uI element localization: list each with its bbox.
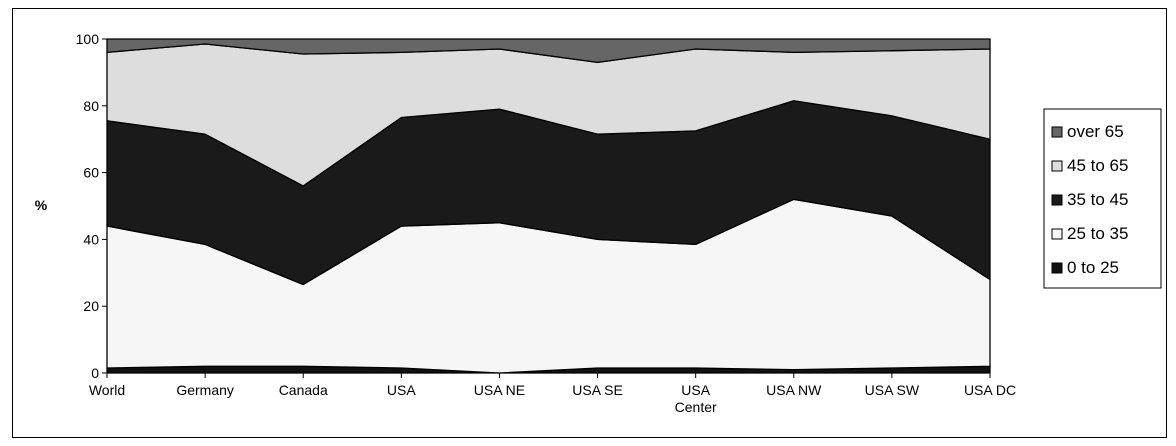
x-tick-label: USA DC bbox=[964, 382, 1016, 398]
area-series-4 bbox=[106, 38, 991, 64]
x-tick-label: USA bbox=[387, 382, 416, 398]
y-tick-label: 40 bbox=[83, 231, 99, 247]
legend-swatch bbox=[1051, 194, 1063, 206]
chart-frame: 0 20 40 60 80 100% World Germany Canada USA USA NE… bbox=[12, 8, 1167, 438]
y-tick-label: 80 bbox=[83, 98, 99, 114]
x-tick-label: World bbox=[89, 382, 125, 398]
legend-swatch bbox=[1051, 228, 1063, 240]
legend-swatch bbox=[1051, 262, 1063, 274]
x-tick-label: Germany bbox=[176, 382, 234, 398]
legend-box bbox=[1043, 108, 1162, 289]
legend-label: 35 to 45 bbox=[1067, 190, 1128, 209]
y-tick-label: 100 bbox=[76, 31, 100, 47]
legend-label: 0 to 25 bbox=[1067, 258, 1119, 277]
legend-label: 25 to 35 bbox=[1067, 224, 1128, 243]
stacked-area-chart: 0 20 40 60 80 100% World Germany Canada USA USA NE… bbox=[35, 31, 1162, 415]
y-tick-label: 20 bbox=[83, 298, 99, 314]
legend-label: 45 to 65 bbox=[1067, 156, 1128, 175]
x-tick-label: Canada bbox=[279, 382, 328, 398]
legend-label: over 65 bbox=[1067, 122, 1124, 141]
x-tick-label: USA SW bbox=[865, 382, 920, 398]
legend-swatch bbox=[1051, 126, 1063, 138]
x-tick-label: USA NW bbox=[766, 382, 822, 398]
x-tick-label: USA bbox=[681, 382, 710, 398]
x-tick-label: Center bbox=[675, 399, 717, 415]
legend-swatch bbox=[1051, 160, 1063, 172]
x-tick-label: USA SE bbox=[572, 382, 623, 398]
x-tick-label: USA NE bbox=[474, 382, 525, 398]
y-tick-label: 60 bbox=[83, 165, 99, 181]
y-tick-label: 0 bbox=[91, 365, 99, 381]
y-axis-label: % bbox=[35, 197, 48, 213]
